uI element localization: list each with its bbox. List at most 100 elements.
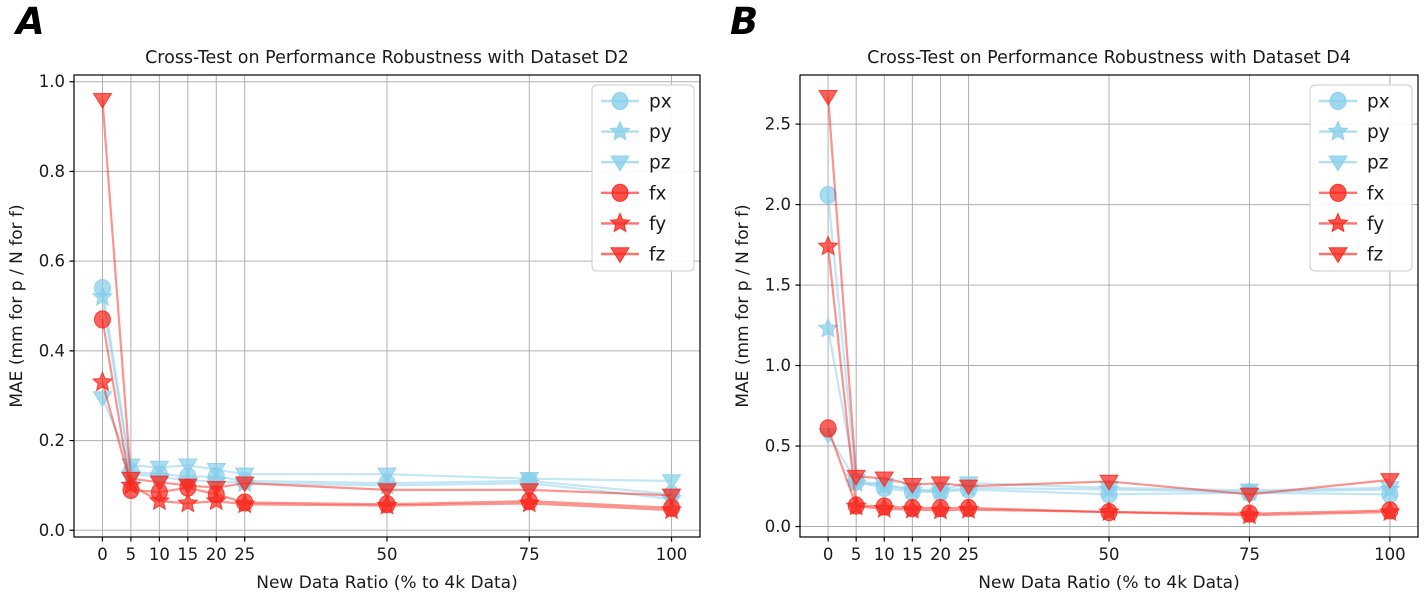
data-point-fz — [1380, 473, 1400, 490]
legend-marker-star — [609, 120, 631, 141]
chart-title: Cross-Test on Performance Robustness wit… — [867, 48, 1351, 68]
x-tick-label: 75 — [519, 545, 540, 564]
x-tick-label: 5 — [851, 545, 862, 564]
legend-entry-py: py — [1319, 120, 1390, 143]
legend-label: pz — [649, 153, 670, 174]
legend-label: pz — [1367, 153, 1388, 174]
data-point-fz — [902, 477, 923, 495]
tick-labels: 0 5 10 15 20 25 50 75 100 0.0 0.5 1.0 1.5 2.0 2.5 — [765, 115, 1406, 564]
legend-marker-circle — [1329, 91, 1347, 111]
data-point-fy — [518, 492, 540, 513]
legend-entry-fy: fy — [601, 212, 666, 235]
legend-marker-triangle-down — [610, 155, 630, 172]
legend-label: fy — [649, 214, 666, 235]
x-tick-label: 10 — [874, 545, 895, 564]
legend-marker-star — [1327, 120, 1349, 141]
y-axis-label: MAE (mm for p / N for f) — [7, 204, 27, 407]
data-point-fy — [901, 498, 924, 519]
data-point-fy — [845, 495, 867, 516]
y-tick-label: 0.4 — [39, 341, 65, 360]
data-point-fy — [817, 235, 839, 256]
data-point-fz — [1239, 487, 1260, 504]
legend-marker-star — [1327, 212, 1349, 233]
panel-a-letter: A — [16, 0, 45, 43]
x-tick-label: 15 — [902, 545, 923, 564]
legend-marker-triangle-down — [1328, 247, 1348, 264]
x-tick-label: 10 — [149, 545, 170, 564]
grid — [800, 75, 1418, 537]
tick-labels: 0 5 10 15 20 25 50 75 100 0.0 0.2 0.4 0.6 0.8 1.0 — [39, 72, 688, 564]
x-tick-label: 75 — [1239, 545, 1260, 564]
legend-entry-fz: fz — [601, 245, 665, 266]
legend-label: fz — [649, 245, 665, 266]
data-point-py — [817, 317, 839, 338]
x-tick-label: 20 — [930, 545, 951, 564]
legend-entry-pz: pz — [601, 153, 670, 174]
legend-label: fz — [1367, 245, 1383, 266]
y-tick-label: 0.0 — [39, 521, 65, 540]
legend-label: px — [1367, 92, 1390, 113]
y-tick-label: 0.6 — [39, 252, 65, 271]
data-point-px — [819, 185, 837, 205]
data-point-fy — [376, 494, 398, 515]
panel-a: A 0 5 10 15 20 25 50 75 100 0.0 0.2 0.4 0.6 0.8 1.0 Cro… — [7, 0, 701, 593]
legend-entry-px: px — [601, 92, 672, 113]
data-point-fz — [1099, 474, 1119, 491]
y-tick-label: 0.5 — [765, 437, 791, 456]
legend-label: px — [649, 92, 672, 113]
data-point-fz — [149, 475, 170, 492]
data-point-fy — [660, 498, 683, 520]
data-point-fy — [1379, 500, 1401, 522]
series-fz — [818, 90, 1400, 504]
data-point-fz — [121, 471, 141, 489]
data-point-fy — [177, 492, 199, 513]
data-point-fz — [818, 90, 838, 107]
x-tick-label: 100 — [656, 545, 688, 564]
data-point-fz — [874, 471, 895, 488]
y-tick-label: 2.5 — [765, 115, 791, 134]
data-point-pz — [234, 467, 255, 484]
legend-marker-circle — [611, 91, 629, 111]
x-axis-label: New Data Ratio (% to 4k Data) — [978, 573, 1239, 593]
legend-marker-triangle-down — [1328, 155, 1348, 172]
panel-b-letter: B — [730, 0, 759, 43]
legend-marker-circle — [611, 183, 629, 202]
legend-box — [1309, 84, 1413, 272]
y-tick-label: 1.5 — [765, 276, 791, 295]
chart-dataset-d2: 0 5 10 15 20 25 50 75 100 0.0 0.2 0.4 0.6 0.8 1.0 Cross… — [7, 48, 701, 593]
y-tick-label: 1.0 — [765, 356, 791, 375]
data-point-pz — [519, 471, 540, 489]
y-tick-label: 0.0 — [765, 517, 791, 536]
chart-dataset-d4: 0 5 10 15 20 25 50 75 100 0.0 0.5 1.0 1.5 2.0 2.5 Cross… — [714, 0, 1428, 601]
legend-entry-py: py — [601, 120, 672, 143]
x-tick-label: 50 — [1099, 545, 1120, 564]
legend-box — [591, 84, 695, 272]
x-axis-label: New Data Ratio (% to 4k Data) — [256, 573, 517, 593]
x-tick-label: 15 — [177, 545, 198, 564]
legend: px py pz fx fy fz — [1309, 84, 1413, 272]
series-fy — [91, 370, 683, 520]
data-point-fy — [91, 370, 114, 392]
axes-spines — [795, 74, 1419, 542]
data-point-fy — [234, 492, 256, 514]
data-point-fy — [929, 499, 952, 520]
x-tick-label: 100 — [1374, 545, 1406, 564]
legend-entry-fx: fx — [601, 183, 667, 204]
legend-entry-fx: fx — [1319, 183, 1385, 204]
legend-entry-px: px — [1319, 92, 1390, 113]
data-point-pz — [149, 460, 170, 477]
legend-label: fy — [1367, 214, 1384, 235]
legend-label: fx — [1367, 183, 1385, 204]
data-point-fz — [930, 476, 951, 493]
data-point-fz — [206, 480, 227, 498]
chart-title: Cross-Test on Performance Robustness wit… — [145, 48, 629, 68]
data-point-fz — [377, 483, 397, 500]
data-point-fz — [92, 92, 113, 110]
data-point-pz — [177, 458, 198, 475]
data-point-fy — [148, 489, 171, 511]
legend-marker-triangle-down — [610, 247, 630, 264]
data-point-fz — [846, 469, 867, 486]
x-tick-label: 50 — [377, 545, 398, 564]
panel-b: B 0 5 10 15 20 25 50 75 100 0.0 0.5 1.0 1.5 2.0 2.5 Cro… — [714, 0, 1428, 601]
